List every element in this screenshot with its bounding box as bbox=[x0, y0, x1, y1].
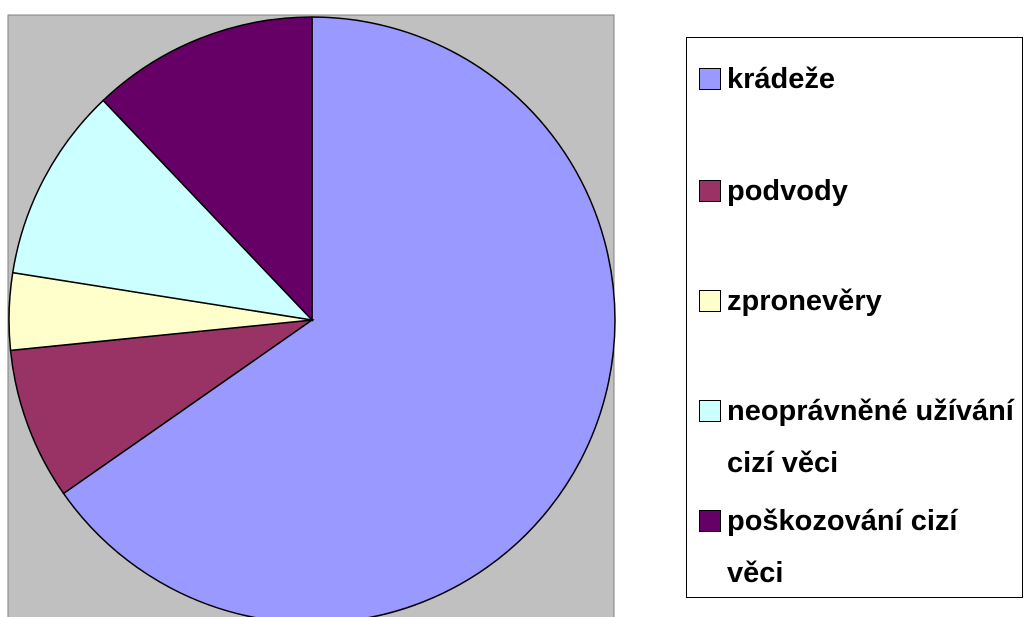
legend-item: neoprávněné užívání cizí věci bbox=[699, 385, 1018, 489]
legend-label: krádeže bbox=[727, 63, 836, 95]
pie-slice bbox=[11, 99, 315, 322]
legend-label: podvody bbox=[727, 175, 848, 207]
legend-swatch bbox=[699, 400, 721, 422]
legend: krádeže podvody zpronevěry neoprávněné užív… bbox=[686, 37, 1023, 598]
legend-item: krádeže bbox=[699, 53, 1018, 105]
legend-swatch bbox=[699, 510, 721, 532]
pie-slice bbox=[62, 16, 616, 617]
pie-slice bbox=[9, 318, 315, 495]
legend-swatch bbox=[699, 180, 721, 202]
legend-label: zpronevěry bbox=[727, 285, 882, 317]
pie-slice bbox=[102, 16, 313, 322]
legend-item: poškozování cizí věci bbox=[699, 495, 1018, 599]
legend-swatch bbox=[699, 68, 721, 90]
legend-label: neoprávněné užívání cizí věci bbox=[727, 395, 1014, 479]
legend-item: podvody bbox=[699, 165, 1018, 217]
legend-label: poškozování cizí věci bbox=[727, 505, 958, 589]
legend-item: zpronevěry bbox=[699, 275, 1018, 327]
legend-swatch bbox=[699, 290, 721, 312]
chart bbox=[7, 14, 616, 617]
